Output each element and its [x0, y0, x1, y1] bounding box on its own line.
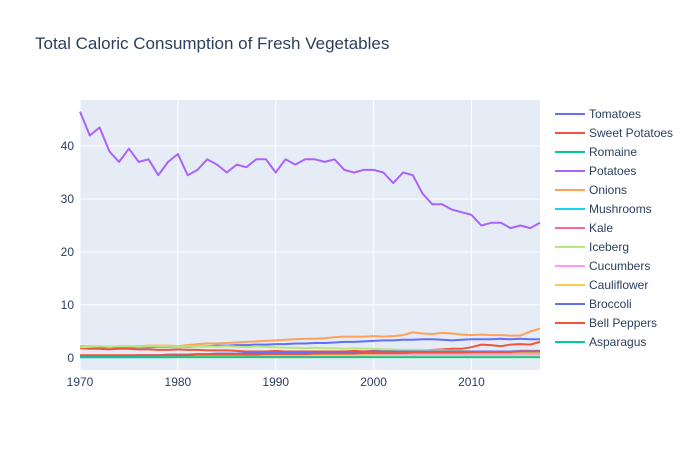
legend-label: Tomatoes	[589, 107, 641, 121]
series-lines	[79, 111, 541, 359]
legend-item-romaine[interactable]: Romaine	[555, 145, 637, 159]
legend-item-onions[interactable]: Onions	[555, 183, 627, 197]
x-tick-label: 1970	[67, 375, 94, 389]
legend-item-asparagus[interactable]: Asparagus	[555, 335, 646, 349]
x-tick-label: 1990	[262, 375, 289, 389]
legend-label: Kale	[589, 221, 613, 235]
legend-item-potatoes[interactable]: Potatoes	[555, 164, 636, 178]
legend-item-sweet-potatoes[interactable]: Sweet Potatoes	[555, 126, 673, 140]
legend-item-bell-peppers[interactable]: Bell Peppers	[555, 316, 657, 330]
legend-item-broccoli[interactable]: Broccoli	[555, 297, 632, 311]
legend-label: Cucumbers	[589, 259, 650, 273]
legend-item-cauliflower[interactable]: Cauliflower	[555, 278, 648, 292]
legend-label: Onions	[589, 183, 627, 197]
plot-area	[80, 100, 540, 370]
legend-item-cucumbers[interactable]: Cucumbers	[555, 259, 650, 273]
legend-label: Asparagus	[589, 335, 646, 349]
y-tick-label: 40	[61, 139, 75, 153]
legend-label: Mushrooms	[589, 202, 652, 216]
chart-title: Total Caloric Consumption of Fresh Veget…	[35, 34, 390, 53]
y-tick-label: 20	[61, 245, 75, 259]
legend-item-mushrooms[interactable]: Mushrooms	[555, 202, 652, 216]
x-axis-ticks: 1970 1980 1990 2000 2010	[67, 375, 486, 389]
legend-item-kale[interactable]: Kale	[555, 221, 613, 235]
legend[interactable]: Tomatoes Sweet Potatoes Romaine Potatoes Oni…	[555, 107, 673, 349]
y-tick-label: 0	[67, 351, 74, 365]
legend-label: Broccoli	[589, 297, 632, 311]
x-tick-label: 2000	[360, 375, 387, 389]
legend-label: Romaine	[589, 145, 637, 159]
legend-label: Potatoes	[589, 164, 636, 178]
legend-label: Cauliflower	[589, 278, 648, 292]
legend-label: Iceberg	[589, 240, 629, 254]
series-line-potatoes	[79, 111, 541, 230]
y-tick-label: 30	[61, 192, 75, 206]
y-tick-label: 10	[61, 298, 75, 312]
series-line-bell-peppers	[80, 350, 540, 357]
y-axis-ticks: 0 10 20 30 40	[61, 139, 75, 365]
legend-item-tomatoes[interactable]: Tomatoes	[555, 107, 641, 121]
legend-label: Bell Peppers	[589, 316, 657, 330]
legend-item-iceberg[interactable]: Iceberg	[555, 240, 629, 254]
legend-label: Sweet Potatoes	[589, 126, 673, 140]
x-tick-label: 1980	[165, 375, 192, 389]
x-tick-label: 2010	[458, 375, 485, 389]
